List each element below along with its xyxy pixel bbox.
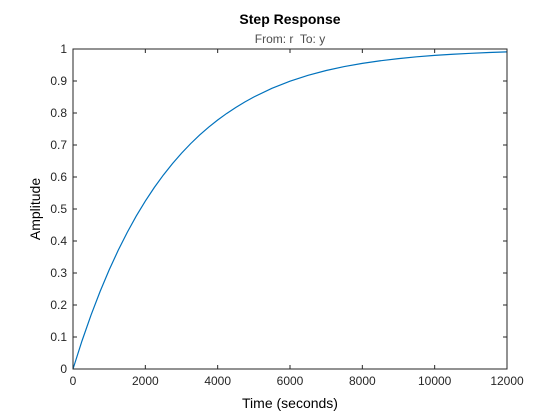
y-tick-label: 0.2 bbox=[50, 298, 67, 312]
y-axis-tick-labels: 0 0.1 0.2 0.3 0.4 0.5 0.6 0.7 0.8 0.9 1 bbox=[50, 42, 67, 376]
chart-subtitle: From: r To: y bbox=[255, 32, 325, 46]
x-tick-label: 2000 bbox=[132, 374, 159, 388]
y-axis-ticks bbox=[73, 48, 507, 370]
x-tick-label: 6000 bbox=[277, 374, 304, 388]
x-tick-label: 8000 bbox=[349, 374, 376, 388]
y-tick-label: 0.7 bbox=[50, 138, 67, 152]
x-tick-label: 12000 bbox=[490, 374, 524, 388]
y-tick-label: 0.4 bbox=[50, 234, 67, 248]
y-axis-label: Amplitude bbox=[27, 178, 43, 240]
step-response-line bbox=[72, 51, 508, 370]
y-tick-label: 0.3 bbox=[50, 266, 67, 280]
chart-title: Step Response bbox=[239, 11, 340, 27]
y-tick-label: 0.1 bbox=[50, 330, 67, 344]
x-axis-ticks bbox=[72, 49, 508, 369]
x-tick-label: 0 bbox=[70, 374, 77, 388]
y-tick-label: 0.5 bbox=[50, 202, 67, 216]
y-tick-label: 0.8 bbox=[50, 106, 67, 120]
x-tick-label: 4000 bbox=[204, 374, 231, 388]
x-tick-label: 10000 bbox=[418, 374, 452, 388]
axes-box bbox=[72, 48, 508, 370]
y-tick-label: 0 bbox=[60, 362, 67, 376]
y-tick-label: 1 bbox=[60, 42, 67, 56]
y-tick-label: 0.6 bbox=[50, 170, 67, 184]
x-axis-label: Time (seconds) bbox=[242, 395, 338, 411]
y-tick-label: 0.9 bbox=[50, 74, 67, 88]
x-axis-tick-labels: 0 2000 4000 6000 8000 10000 12000 bbox=[70, 374, 524, 388]
